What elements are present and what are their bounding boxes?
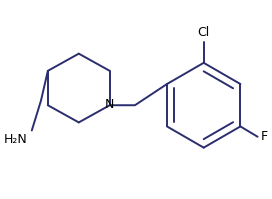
- Text: N: N: [105, 98, 115, 111]
- Text: Cl: Cl: [197, 26, 210, 39]
- Text: H₂N: H₂N: [4, 133, 27, 146]
- Text: F: F: [261, 130, 268, 143]
